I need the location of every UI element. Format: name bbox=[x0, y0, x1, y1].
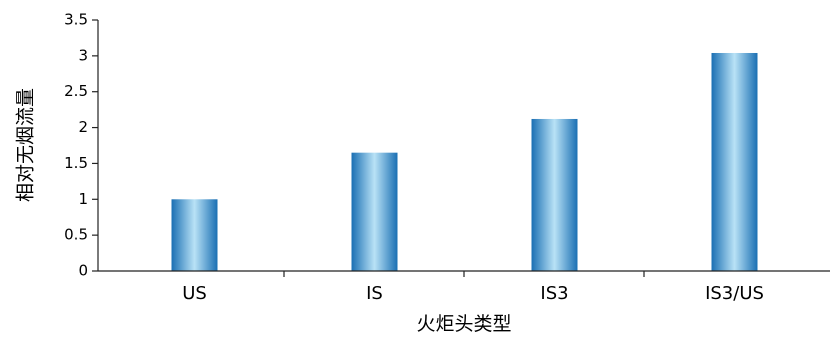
x-tick-label: IS bbox=[366, 283, 383, 304]
y-tick-label: 0 bbox=[78, 262, 88, 280]
y-tick-label: 3 bbox=[78, 46, 88, 64]
y-axis-ticks: 0 0.5 1 1.5 2 2.5 3 3.5 bbox=[64, 11, 98, 280]
y-tick-label: 3.5 bbox=[64, 11, 88, 29]
x-tick-label: IS3 bbox=[540, 283, 568, 304]
bar-us bbox=[171, 199, 218, 271]
y-axis-title: 相对无烟流量 bbox=[15, 88, 37, 202]
y-tick-label: 1.5 bbox=[64, 154, 88, 172]
x-tick-label: US bbox=[182, 283, 207, 304]
bar-is3 bbox=[531, 118, 578, 271]
x-axis-ticks: US IS IS3 IS3/US bbox=[182, 271, 764, 304]
y-tick-label: 2.5 bbox=[64, 82, 88, 100]
bar-is bbox=[351, 152, 398, 271]
y-tick-label: 0.5 bbox=[64, 226, 88, 244]
bars bbox=[171, 52, 758, 271]
x-axis-title: 火炬头类型 bbox=[416, 313, 511, 335]
x-tick-label: IS3/US bbox=[705, 283, 764, 304]
y-tick-label: 2 bbox=[78, 118, 88, 136]
bar-is3-us bbox=[711, 52, 758, 271]
y-tick-label: 1 bbox=[78, 190, 88, 208]
